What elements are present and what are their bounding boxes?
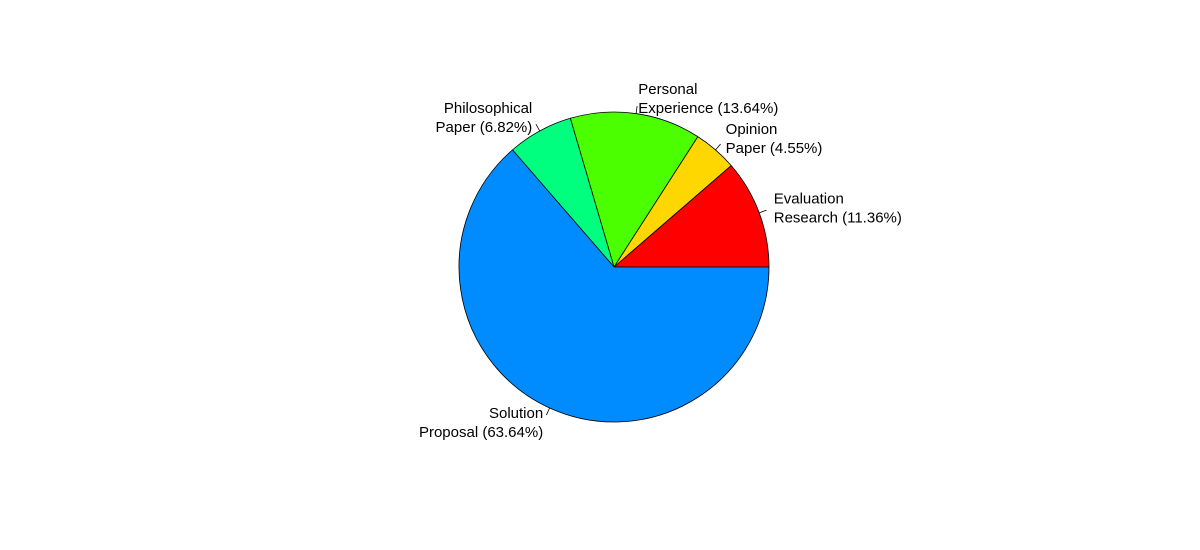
pie-label-3: Philosophical Paper (6.82%)	[436, 100, 533, 136]
pie-label-line-4-1: Proposal (63.64%)	[419, 424, 543, 441]
pie-leader-0	[759, 209, 767, 214]
pie-leader-2	[635, 105, 638, 114]
pie-label-1: Opinion Paper (4.55%)	[726, 121, 823, 157]
pie-label-line-3-0: Philosophical	[444, 100, 532, 117]
pie-leader-3	[535, 123, 541, 132]
pie-label-2: Personal Experience (13.64%)	[638, 81, 778, 117]
pie-label-line-2-1: Experience (13.64%)	[638, 100, 778, 117]
pie-slices	[458, 111, 770, 423]
pie-label-line-3-1: Paper (6.82%)	[436, 119, 533, 136]
pie-leader-lines	[535, 105, 767, 416]
pie-label-line-0-0: Evaluation	[774, 190, 844, 207]
pie-slice-2	[569, 111, 699, 268]
pie-slice-0	[612, 164, 770, 268]
pie-leader-1	[715, 143, 721, 151]
pie-label-line-4-0: Solution	[489, 405, 543, 422]
pie-label-4: Solution Proposal (63.64%)	[419, 405, 543, 441]
pie-label-line-1-0: Opinion	[726, 121, 778, 138]
pie-label-0: Evaluation Research (11.36%)	[774, 190, 902, 226]
pie-label-line-1-1: Paper (4.55%)	[726, 140, 823, 157]
pie-label-line-2-0: Personal	[638, 81, 697, 98]
pie-labels: Evaluation Research (11.36%) Opinion Paper …	[419, 81, 902, 441]
pie-leader-4	[546, 407, 550, 416]
pie-label-line-0-1: Research (11.36%)	[774, 209, 902, 226]
